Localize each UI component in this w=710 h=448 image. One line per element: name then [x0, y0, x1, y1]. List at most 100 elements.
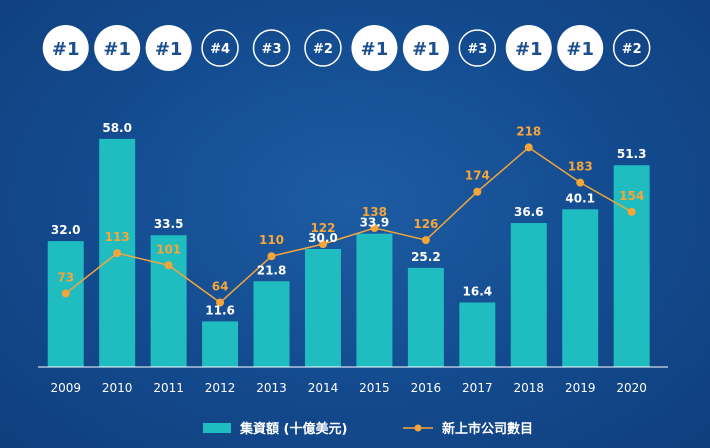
listings-value-label: 122: [310, 221, 335, 235]
fundraising-value-label: 58.0: [102, 121, 132, 135]
x-tick-label: 2013: [256, 381, 287, 395]
x-tick-label: 2014: [308, 381, 339, 395]
rank-badge: #1: [557, 25, 604, 71]
rank-badge-label: #4: [210, 42, 230, 57]
fundraising-bar: [510, 223, 547, 367]
rank-badge-circle: [402, 25, 449, 71]
legend-bar-label: 集資額 (十億美元): [239, 421, 347, 437]
fundraising-value-label: 25.2: [411, 250, 441, 264]
fundraising-bar: [562, 209, 599, 367]
x-tick-label: 2011: [153, 381, 184, 395]
rank-badge: #1: [145, 25, 192, 71]
listings-value-label: 154: [619, 189, 644, 203]
listings-point: [113, 249, 122, 258]
listings-value-label: 218: [516, 124, 541, 138]
fundraising-bar: [150, 235, 187, 367]
rank-badge-label: #1: [52, 39, 80, 60]
x-tick-label: 2018: [514, 381, 545, 395]
listings-point: [61, 289, 70, 298]
listings-value-label: 110: [259, 233, 284, 247]
rank-badge: #2: [304, 29, 342, 67]
listings-value-label: 183: [568, 160, 593, 174]
rank-badge-label: #1: [103, 39, 131, 60]
fundraising-value-labels: 32.0 58.0 33.5 11.6 21.8 30.0 33.9 25.2 16.4 36.6…: [51, 121, 647, 318]
listings-point: [473, 187, 482, 196]
listings-line-path: [65, 146, 633, 304]
x-axis-ticks: 2009 2010 2011 2012 2013 2014 2015 2016 2017 2018…: [50, 381, 646, 395]
fundraising-value-label: 11.6: [205, 303, 235, 317]
listings-point: [216, 298, 225, 307]
fundraising-value-label: 40.1: [565, 191, 595, 205]
rank-badge-label: #1: [361, 39, 389, 60]
x-tick-label: 2019: [565, 381, 596, 395]
rank-badge-circle: [252, 29, 291, 67]
listings-value-labels: 73 113 101 64 110 122 138 126 174 218 183 154: [57, 124, 644, 293]
rank-badge-label: #3: [262, 42, 282, 57]
legend: 集資額 (十億美元) 新上市公司數目: [203, 421, 533, 437]
legend-bar-swatch: [203, 423, 231, 433]
listings-point: [164, 261, 173, 270]
rank-badge-label: #1: [412, 39, 440, 60]
fundraising-bar: [356, 233, 393, 367]
rank-badge-label: #2: [313, 42, 333, 57]
fundraising-value-label: 32.0: [51, 223, 81, 237]
listings-point: [318, 240, 327, 249]
listings-point: [627, 207, 636, 216]
rank-badge-circle: [458, 29, 497, 67]
rank-badge: #4: [201, 29, 239, 67]
x-tick-label: 2012: [205, 381, 236, 395]
rank-badge-circle: [505, 25, 552, 71]
listings-point: [370, 223, 379, 232]
fundraising-bars: [47, 138, 650, 367]
fundraising-bar: [459, 302, 496, 367]
listings-point: [267, 252, 276, 261]
listings-point: [576, 178, 585, 187]
fundraising-value-label: 21.8: [257, 263, 287, 277]
rank-badge: #3: [252, 29, 291, 67]
x-tick-label: 2010: [102, 381, 133, 395]
rank-badge-circle: [304, 29, 342, 67]
rank-badge-label: #2: [622, 42, 642, 57]
fundraising-bar: [304, 249, 341, 367]
legend-line-marker: [414, 424, 422, 432]
listings-value-label: 73: [57, 270, 74, 284]
fundraising-bar: [613, 165, 650, 367]
rank-badge-circle: [557, 25, 604, 71]
fundraising-value-label: 16.4: [463, 284, 493, 298]
rank-badge-circle: [94, 25, 141, 71]
fundraising-bar: [253, 281, 290, 367]
fundraising-value-label: 51.3: [617, 147, 647, 161]
rank-badge: #1: [351, 25, 398, 71]
rank-badge-circle: [612, 29, 651, 67]
rank-badge: #1: [505, 25, 552, 71]
fundraising-bar: [202, 321, 239, 367]
x-tick-label: 2020: [616, 381, 647, 395]
rank-badge-label: #3: [467, 42, 487, 57]
rank-badge-circle: [351, 25, 398, 71]
rank-badge-circle: [42, 25, 89, 71]
rank-badge-label: #1: [566, 39, 594, 60]
fundraising-bar: [407, 267, 444, 367]
rank-badge-circle: [145, 25, 192, 71]
listings-value-label: 64: [212, 280, 229, 294]
legend-line-label: 新上市公司數目: [442, 421, 533, 437]
rank-badge: #1: [42, 25, 89, 71]
fundraising-value-label: 33.5: [154, 217, 184, 231]
rank-badge-label: #1: [515, 39, 543, 60]
rank-badge: #1: [94, 25, 141, 71]
rank-badge: #3: [458, 29, 497, 67]
listings-value-label: 138: [362, 205, 387, 219]
fundraising-value-label: 33.9: [360, 216, 390, 230]
fundraising-value-label: 36.6: [514, 205, 544, 219]
fundraising-bar: [47, 241, 84, 367]
listings-point: [421, 236, 430, 245]
fundraising-value-label: 30.0: [308, 231, 338, 245]
rank-badge: #2: [612, 29, 651, 67]
rank-badge-circle: [201, 29, 239, 67]
listings-value-label: 174: [465, 169, 490, 183]
rank-badge-label: #1: [155, 39, 183, 60]
listings-point: [524, 143, 533, 152]
rank-badge: #1: [402, 25, 449, 71]
listings-value-label: 101: [156, 242, 181, 256]
